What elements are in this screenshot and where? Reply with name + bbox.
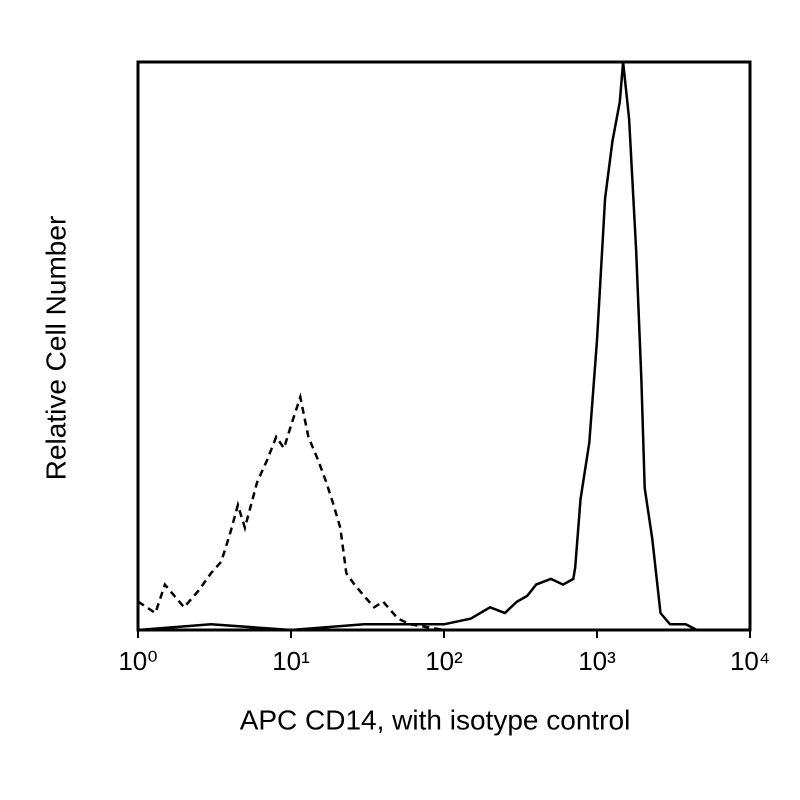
x-tick-label: 10⁰ <box>118 646 157 676</box>
x-tick-label: 10³ <box>578 646 616 676</box>
histogram-line <box>137 61 698 632</box>
x-tick-label: 10⁴ <box>730 646 770 676</box>
x-tick-label: 10² <box>425 646 463 676</box>
x-axis-label: APC CD14, with isotype control <box>240 704 631 735</box>
histogram-line <box>137 392 491 632</box>
plot-frame <box>136 60 752 632</box>
x-tick-label: 10¹ <box>272 646 310 676</box>
y-axis-label: Relative Cell Number <box>40 216 71 481</box>
